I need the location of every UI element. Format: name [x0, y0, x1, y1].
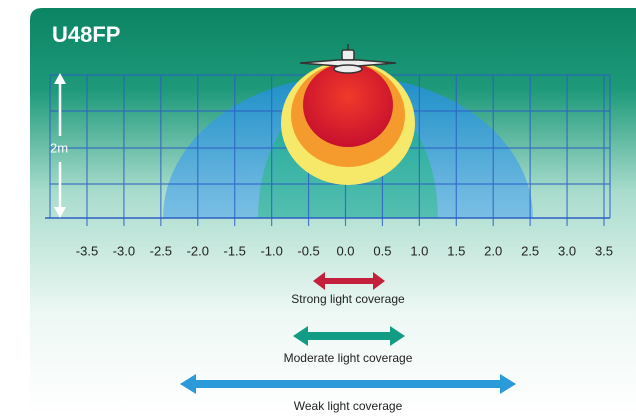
distance-label: 1.5 — [447, 243, 465, 258]
distance-label: -1.0 — [260, 243, 282, 258]
strong-label: Strong light coverage — [291, 292, 405, 306]
strong-arrow — [313, 272, 385, 290]
weak-label: Weak light coverage — [294, 399, 403, 413]
distance-label: 2.5 — [521, 243, 539, 258]
distance-label: 3.5 — [595, 243, 613, 258]
distance-label: -3.5 — [76, 243, 98, 258]
height-arrow: 2m — [50, 73, 68, 218]
weak-arrow — [180, 374, 516, 394]
moderate-arrow — [293, 326, 405, 346]
title: U48FP — [52, 22, 120, 47]
fan-icon — [299, 44, 397, 74]
distance-label: -2.5 — [150, 243, 172, 258]
legend: Strong light coverage Moderate light cov… — [180, 272, 516, 413]
red-zone — [303, 63, 393, 147]
distance-label: 2.0 — [484, 243, 502, 258]
height-label: 2m — [50, 140, 68, 155]
moderate-label: Moderate light coverage — [284, 351, 413, 365]
distance-label: 1.0 — [410, 243, 428, 258]
distance-label: -1.5 — [224, 243, 246, 258]
distance-label: -3.0 — [113, 243, 135, 258]
distance-label: -0.5 — [297, 243, 319, 258]
distance-axis: -3.5 -3.0 -2.5 -2.0 -1.5 -1.0 -0.5 0.0 0.5 1.0 1.5… — [76, 243, 613, 258]
distance-label: 3.0 — [558, 243, 576, 258]
distance-label: 0.5 — [373, 243, 391, 258]
distance-label: -2.0 — [187, 243, 209, 258]
distance-label: 0.0 — [336, 243, 354, 258]
